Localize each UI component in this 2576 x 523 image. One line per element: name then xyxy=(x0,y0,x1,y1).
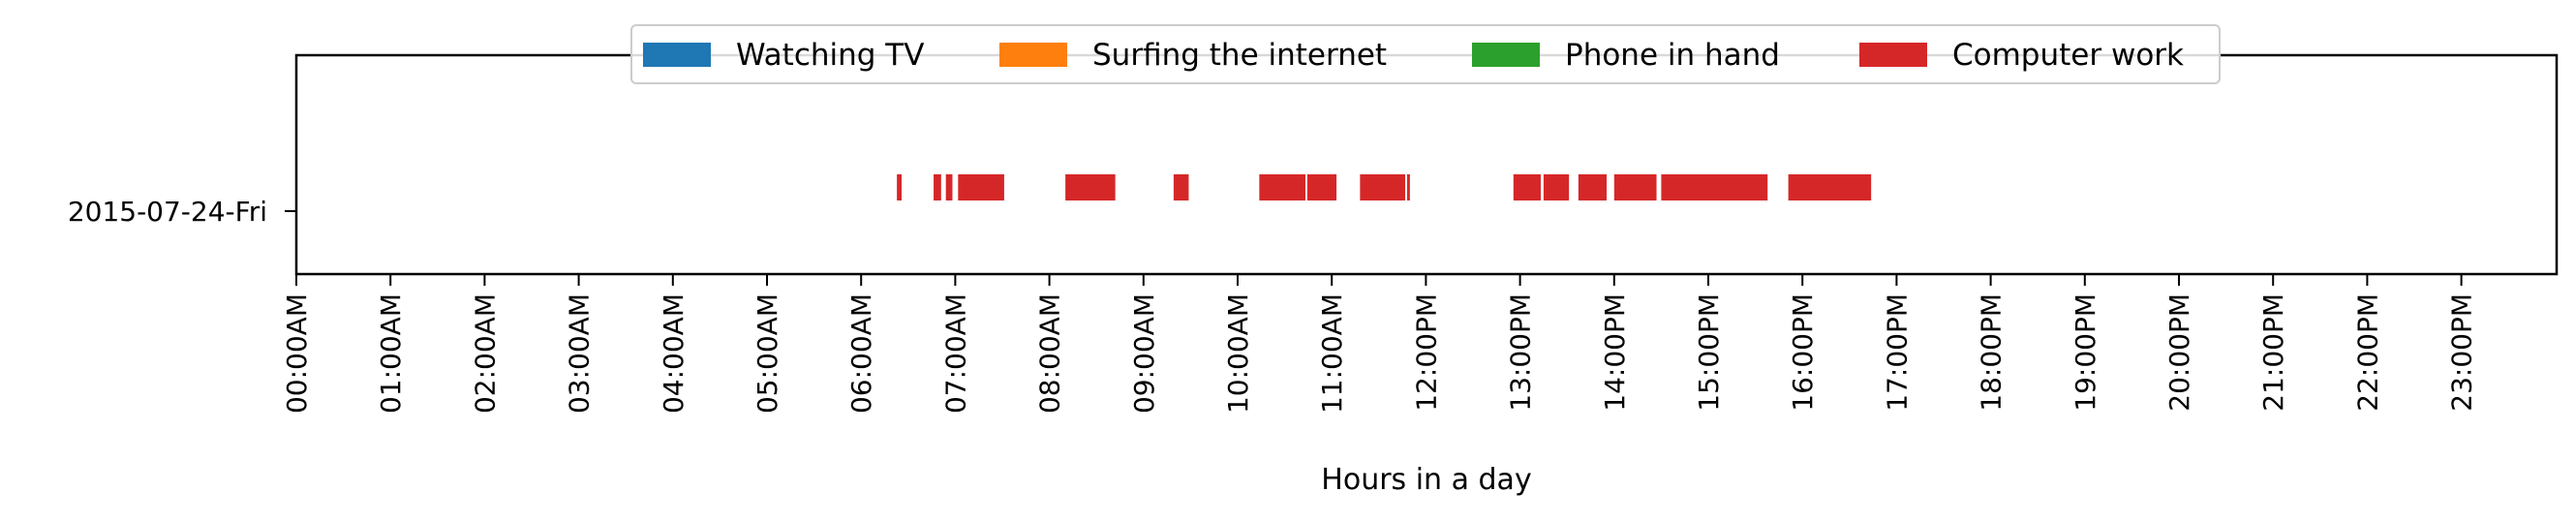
activity-bar xyxy=(1173,174,1189,200)
x-tick-label: 22:00PM xyxy=(2351,293,2383,412)
x-tick-label: 08:00AM xyxy=(1034,293,1066,414)
activity-bar xyxy=(1306,174,1337,200)
legend-swatch xyxy=(1859,43,1927,67)
activity-bar xyxy=(958,174,1004,200)
activity-bar xyxy=(897,174,902,200)
activity-bar xyxy=(1065,174,1116,200)
activity-bar xyxy=(1788,174,1872,200)
x-tick-label: 20:00PM xyxy=(2163,293,2195,412)
x-tick-label: 23:00PM xyxy=(2446,293,2478,412)
x-tick-label: 16:00PM xyxy=(1787,293,1819,412)
y-tick-label: 2015-07-24-Fri xyxy=(68,196,267,228)
plot-area xyxy=(294,53,2559,276)
activity-bar xyxy=(1613,174,1657,200)
activity-bar xyxy=(934,174,941,200)
x-tick-label: 14:00PM xyxy=(1599,293,1631,412)
x-tick-label: 19:00PM xyxy=(2070,293,2101,412)
y-axis: 2015-07-24-Fri xyxy=(68,196,296,228)
x-tick-label: 03:00AM xyxy=(564,293,596,414)
activity-bar xyxy=(1259,174,1305,200)
x-tick-label: 02:00AM xyxy=(469,293,501,414)
x-axis: 00:00AM 01:00AM 02:00AM 03:00AM 04:00AM 05:00… xyxy=(281,274,2478,414)
activity-bar xyxy=(1661,174,1768,200)
activity-bar xyxy=(1513,174,1541,200)
activity-bar xyxy=(1360,174,1406,200)
x-tick-label: 18:00PM xyxy=(1976,293,2008,412)
legend-label: Phone in hand xyxy=(1565,38,1780,73)
x-tick-label: 06:00AM xyxy=(845,293,877,414)
x-tick-label: 07:00AM xyxy=(939,293,971,414)
x-tick-label: 21:00PM xyxy=(2257,293,2289,412)
x-tick-label: 04:00AM xyxy=(658,293,690,414)
legend-label: Watching TV xyxy=(736,38,924,73)
legend-swatch xyxy=(643,43,711,67)
legend-frame xyxy=(630,24,2221,84)
x-tick-label: 11:00AM xyxy=(1316,293,1348,414)
legend-label: Surfing the internet xyxy=(1092,38,1387,73)
activity-bar xyxy=(1578,174,1608,200)
activity-bar xyxy=(945,174,953,200)
x-tick-label: 05:00AM xyxy=(751,293,783,414)
x-tick-label: 12:00PM xyxy=(1410,293,1442,412)
x-tick-label: 15:00PM xyxy=(1693,293,1725,412)
x-tick-label: 13:00PM xyxy=(1505,293,1537,412)
x-tick-label: 17:00PM xyxy=(1881,293,1913,412)
x-axis-title: Hours in a day xyxy=(1321,463,1531,497)
activity-bar xyxy=(1543,174,1570,200)
x-tick-label: 01:00AM xyxy=(375,293,407,414)
legend-swatch xyxy=(999,43,1067,67)
x-tick-label: 00:00AM xyxy=(281,293,313,414)
legend-label: Computer work xyxy=(1952,38,2184,73)
activity-bar xyxy=(1406,174,1410,200)
legend-swatch xyxy=(1472,43,1540,67)
x-tick-label: 10:00AM xyxy=(1222,293,1254,414)
x-tick-label: 09:00AM xyxy=(1128,293,1160,414)
legend: Watching TV Surfing the internet Phone in … xyxy=(630,24,2221,84)
activity-bars xyxy=(897,174,1872,200)
